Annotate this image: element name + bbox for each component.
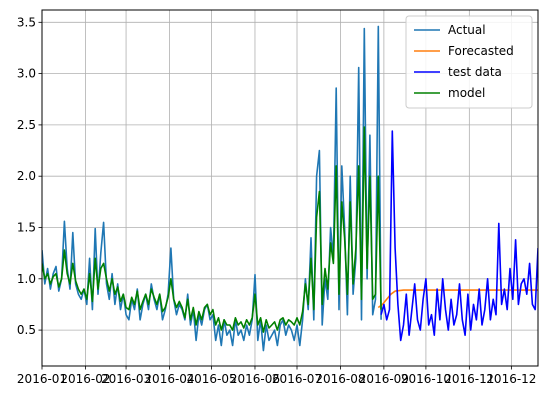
legend-box xyxy=(405,15,533,109)
x-tick-label: 2016-03 xyxy=(101,372,151,386)
x-tick-label: 2016-08 xyxy=(315,372,365,386)
x-tick-label: 2016-07 xyxy=(272,372,322,386)
y-tick-label: 3.0 xyxy=(17,67,36,81)
x-tick-label: 2016-10 xyxy=(401,372,451,386)
legend-label: Forecasted xyxy=(448,44,514,58)
legend-label: model xyxy=(448,86,485,100)
y-tick-label: 0.5 xyxy=(17,323,36,337)
series-layer xyxy=(42,25,538,352)
y-tick-label: 3.5 xyxy=(17,15,36,29)
legend: Actual Forecasted test data model xyxy=(405,15,533,109)
x-tick-label: 2016-05 xyxy=(186,372,236,386)
y-tick-label: 2.0 xyxy=(17,169,36,183)
legend-label: test data xyxy=(448,65,502,79)
legend-label: Actual xyxy=(448,23,486,37)
y-axis: 0.5 1.0 1.5 2.0 2.5 3.0 3.5 xyxy=(17,15,42,337)
y-tick-label: 2.5 xyxy=(17,118,36,132)
plot-frame xyxy=(41,9,539,367)
series-forecasted-line xyxy=(377,289,538,309)
x-tick-label: 2016-06 xyxy=(230,372,280,386)
x-axis: 2016-012016-022016-032016-042016-052016-… xyxy=(17,366,536,386)
series-test-data-line xyxy=(380,130,538,342)
x-tick-label: 2016-01 xyxy=(17,372,67,386)
x-tick-label: 2016-09 xyxy=(359,372,409,386)
x-tick-label: 2016-12 xyxy=(486,372,536,386)
x-tick-label: 2016-02 xyxy=(60,372,110,386)
x-tick-label: 2016-11 xyxy=(444,372,494,386)
series-model-line xyxy=(42,126,382,333)
y-tick-label: 1.0 xyxy=(17,272,36,286)
y-tick-label: 1.5 xyxy=(17,220,36,234)
x-tick-label: 2016-04 xyxy=(144,372,194,386)
